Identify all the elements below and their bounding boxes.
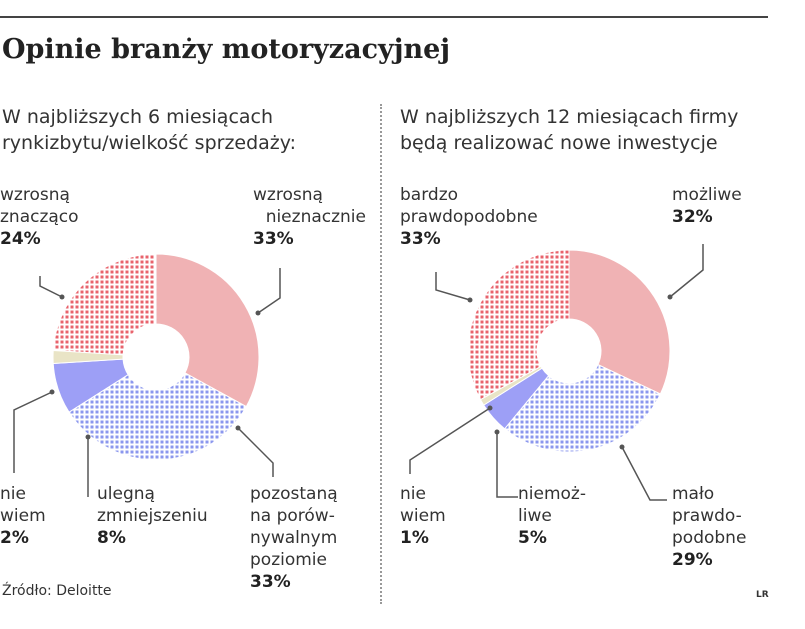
label-right-nie-wiem: nie wiem 1% [400, 483, 446, 549]
author-credit: LR [756, 590, 769, 600]
left-subtitle-line-2: rynkizbytu/wielkość sprzedaży: [2, 132, 297, 154]
leader-lines [13, 244, 704, 501]
data-label: 2% [0, 528, 29, 548]
label-line: niemoż- [518, 484, 586, 504]
right-subtitle-line-1: W najbliższych 12 miesiącach firmy [400, 106, 739, 128]
leader-right-bardzo-prawdopodobne-dot [467, 297, 473, 303]
leader-right-mozliwe [669, 244, 704, 298]
label-line: możliwe [672, 185, 742, 205]
label-line: zmniejszeniu [97, 506, 208, 526]
label-line: prawdopodobne [400, 207, 538, 227]
label-line: podobne [672, 528, 747, 548]
data-label: 1% [400, 528, 429, 548]
label-right-niemozliwe: niemoż- liwe 5% [518, 483, 586, 549]
label-left-wzrosna-znaczaco: wzrosną znacząco 24% [0, 184, 79, 250]
label-line: wiem [400, 506, 446, 526]
label-line: ulegną [97, 484, 155, 504]
label-line: mało [672, 484, 715, 504]
data-label: 33% [250, 572, 291, 592]
label-left-wzrosna-nieznacznie: wzrosną nieznacznie 33% [250, 184, 366, 250]
leader-left-wzrosna-nieznacznie [257, 268, 281, 314]
right-subtitle-line-2: będą realizować nowe inwestycje [400, 132, 718, 154]
column-divider [380, 104, 382, 604]
slice-malo-prawdopodobne [503, 363, 662, 453]
slice-wzrosna-nieznacznie [155, 253, 260, 408]
data-label: 5% [518, 528, 547, 548]
leader-right-niemozliwe-dot [494, 429, 500, 435]
slice-bardzo-prawdopodobne [467, 249, 570, 401]
label-right-bardzo-prawdopodobne: bardzo prawdopodobne 33% [400, 184, 538, 250]
left-subtitle-line-1: W najbliższych 6 miesiącach [2, 106, 274, 128]
label-right-mozliwe: możliwe 32% [672, 184, 742, 228]
chart-title: Opinie branży motoryzacyjnej [2, 34, 451, 65]
data-label: 29% [672, 550, 713, 570]
leader-left-ulegna-zmniejszeniu-dot [85, 434, 91, 440]
label-left-pozostana: pozostaną na porów- nywalnym poziomie 33… [250, 483, 338, 593]
leader-right-nie-wiem [409, 407, 491, 474]
label-line: nie [400, 484, 426, 504]
slice-wzrosna-znaczaco [52, 253, 157, 356]
left-chart-subtitle: W najbliższych 6 miesiącach rynkizbytu/w… [2, 104, 296, 156]
label-line: bardzo [400, 185, 459, 205]
leader-right-nie-wiem-dot [487, 405, 493, 411]
label-line: znacząco [0, 207, 79, 227]
label-line: wiem [0, 506, 46, 526]
data-label: 33% [253, 229, 294, 249]
leader-right-malo-prawdopodobne-dot [619, 444, 625, 450]
right-chart-subtitle: W najbliższych 12 miesiącach firmy będą … [400, 104, 738, 156]
leader-right-bardzo-prawdopodobne [435, 272, 471, 301]
label-line: prawdo- [672, 506, 742, 526]
slice-nie-wiem [479, 365, 543, 406]
label-line: wzrosną [253, 185, 323, 205]
leader-left-pozostana [237, 427, 274, 477]
leader-left-wzrosna-znaczaco-dot [59, 294, 65, 300]
label-left-nie-wiem: nie wiem 2% [0, 483, 46, 549]
label-line: liwe [518, 506, 552, 526]
source-note: Źródło: Deloitte [2, 583, 112, 599]
data-label: 8% [97, 528, 126, 548]
data-label: 32% [672, 207, 713, 227]
label-right-malo-prawdopodobne: mało prawdo- podobne 29% [672, 483, 746, 571]
leader-left-pozostana-dot [235, 425, 241, 431]
label-line: nieznacznie [265, 207, 366, 227]
label-left-ulegna-zmniejszeniu: ulegną zmniejszeniu 8% [97, 483, 208, 549]
label-line: poziomie [250, 550, 327, 570]
leader-right-mozliwe-dot [667, 294, 673, 300]
slice-mozliwe [568, 249, 671, 395]
label-line: wzrosną [0, 185, 70, 205]
leader-left-wzrosna-znaczaco [39, 276, 63, 298]
right-donut [467, 249, 671, 453]
label-line: pozostaną [250, 484, 338, 504]
label-line: nywalnym [250, 528, 338, 548]
label-line: nie [0, 484, 26, 504]
label-line: na porów- [250, 506, 335, 526]
left-donut [52, 253, 260, 461]
leader-left-nie-wiem [13, 391, 53, 473]
leader-right-malo-prawdopodobne [621, 446, 667, 501]
data-label: 33% [400, 229, 441, 249]
slice-pozostana [68, 372, 247, 461]
leader-left-nie-wiem-dot [49, 389, 55, 395]
slice-nie-wiem [52, 350, 124, 364]
leader-right-niemozliwe [496, 432, 518, 498]
data-label: 24% [0, 229, 41, 249]
top-rule [0, 16, 768, 18]
leader-left-wzrosna-nieznacznie-dot [255, 310, 261, 316]
